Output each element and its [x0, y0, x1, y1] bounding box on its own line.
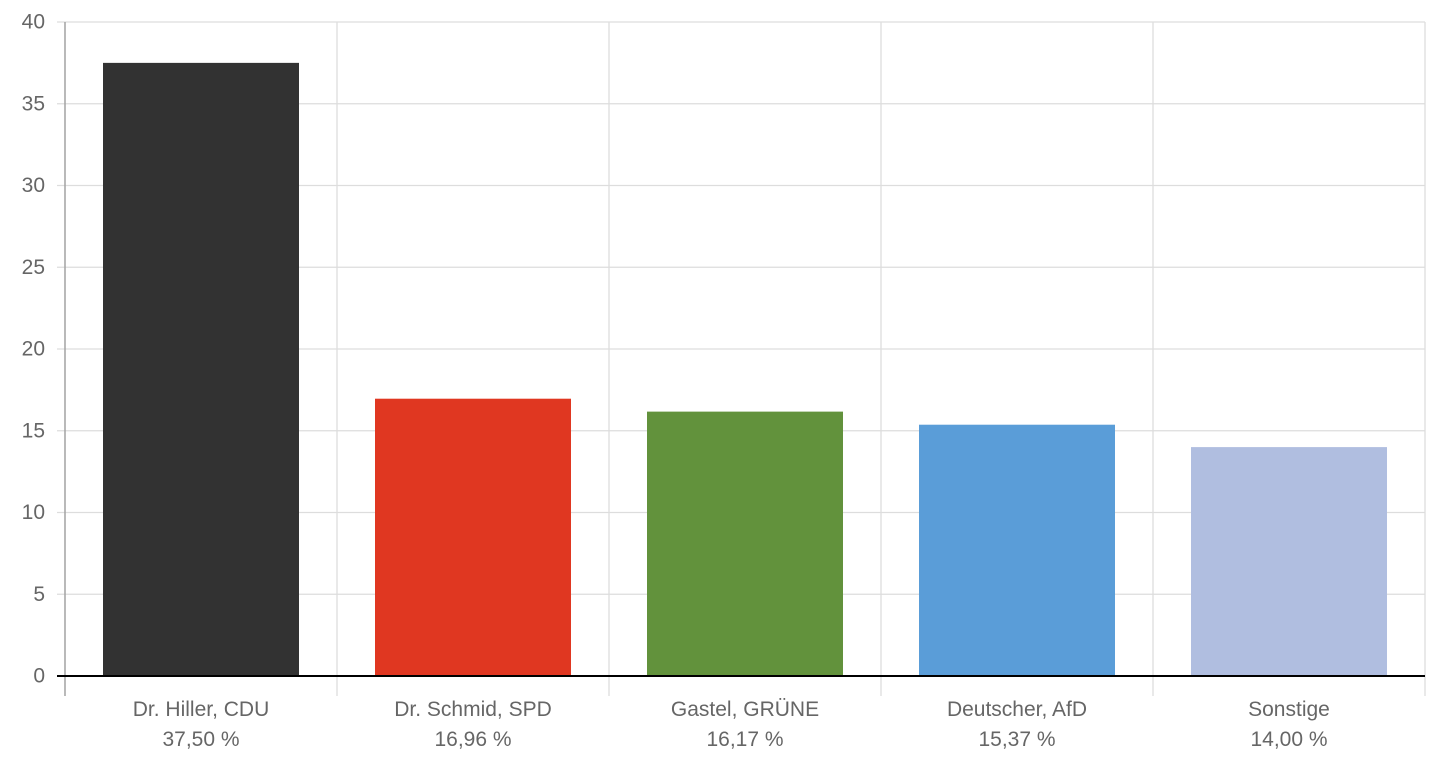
x-value-label: 14,00 % [1250, 728, 1327, 751]
y-tick-label: 15 [22, 419, 45, 442]
y-tick-label: 20 [22, 338, 45, 361]
bars [103, 62, 1387, 676]
x-value-label: 37,50 % [162, 728, 239, 751]
x-category-label: Dr. Schmid, SPD [394, 698, 552, 721]
x-value-label: 15,37 % [978, 728, 1055, 751]
bar [1191, 447, 1387, 676]
x-category-label: Dr. Hiller, CDU [133, 698, 270, 721]
x-category-label: Deutscher, AfD [947, 698, 1087, 721]
x-value-label: 16,96 % [434, 728, 511, 751]
y-axis-ticks: 0 5 10 15 20 25 30 35 40 [22, 11, 45, 688]
bar [647, 411, 843, 676]
y-tick-label: 30 [22, 174, 45, 197]
y-tick-label: 35 [22, 92, 45, 115]
y-tick-label: 10 [22, 501, 45, 524]
axes [57, 22, 1425, 696]
y-tick-label: 5 [33, 583, 45, 606]
x-category-label: Sonstige [1248, 698, 1330, 721]
bar [103, 62, 299, 676]
y-tick-label: 40 [22, 11, 45, 34]
y-tick-label: 0 [33, 665, 45, 688]
bar [375, 398, 571, 676]
y-tick-label: 25 [22, 256, 45, 279]
x-axis-labels: Dr. Hiller, CDU 37,50 % Dr. Schmid, SPD 16,… [133, 698, 1330, 751]
x-value-label: 16,17 % [706, 728, 783, 751]
x-category-label: Gastel, GRÜNE [671, 698, 819, 721]
bar [919, 424, 1115, 676]
